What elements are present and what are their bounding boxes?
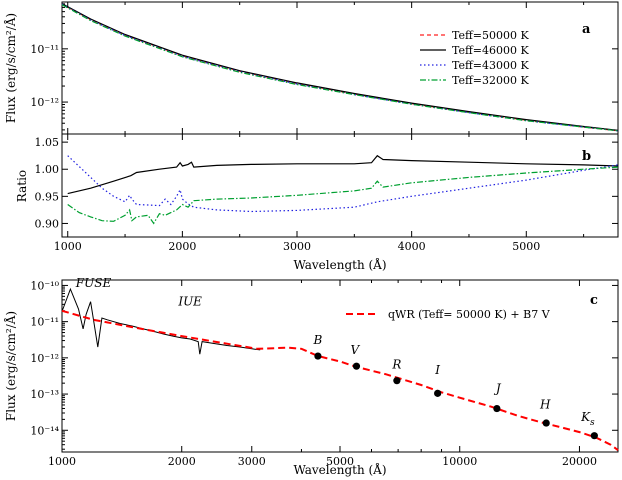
panel-a-legend-label: Teff=43000 K — [452, 59, 530, 72]
panel-a-letter: a — [582, 22, 591, 37]
panel-c-series — [61, 287, 619, 451]
panel-b-xlabel: Wavelength (Å) — [293, 257, 386, 272]
panel-a-ytick-label: 10⁻¹¹ — [30, 43, 59, 56]
panel-c-xtick-label: 3000 — [238, 455, 266, 468]
panel-c-photometry-point — [393, 377, 401, 385]
panel-b-xtick-label: 3000 — [283, 240, 311, 253]
panel-a-legend-label: Teff=46000 K — [452, 44, 530, 57]
panel-c-band-label: I — [434, 363, 440, 377]
panel-c-band-label: V — [351, 343, 361, 357]
panel-a-legend-label: Teff=50000 K — [452, 29, 530, 42]
panel-b-series-line — [67, 166, 619, 225]
panel-c-band-label: B — [313, 333, 323, 347]
panel-c-photometry-point — [493, 404, 501, 413]
panel-c-band-label: J — [493, 381, 502, 395]
panel-c-band-labels: FUSE IUE B V R I J H Ks — [75, 276, 595, 428]
panel-c-ticks: 1000 2000 3000 5000 10000 20000 10⁻¹⁰ 10⁻¹¹ 10⁻¹… — [30, 279, 618, 468]
panel-c-photometry — [314, 352, 598, 440]
panel-b-ytick-label: 1.05 — [35, 136, 60, 149]
panel-a-ytick-label: 10⁻¹² — [30, 96, 59, 109]
panel-b-ytick-label: 1.00 — [35, 163, 60, 176]
panel-c-xtick-label: 1000 — [48, 455, 76, 468]
panel-b-series-line — [67, 154, 619, 195]
panel-b-xtick-label: 1000 — [54, 240, 82, 253]
panel-c-ytick-label: 10⁻¹² — [30, 352, 59, 365]
panel-a-series-line — [61, 3, 619, 132]
panel-a-series-line — [61, 4, 619, 132]
panel-c-ytick-label: 10⁻¹³ — [30, 388, 59, 401]
panel-c-photometry-point — [542, 419, 550, 427]
panel-c-photometry-point — [314, 352, 322, 360]
panel-a-frame — [61, 1, 619, 135]
panel-a-legend-label: Teff=32000 K — [452, 74, 530, 87]
panel-c-xtick-label: 20000 — [562, 455, 597, 468]
panel-c-xtick-label: 2000 — [168, 455, 196, 468]
panel-c-xlabel: Wavelength (Å) — [293, 462, 386, 477]
panel-c-letter: c — [590, 293, 598, 308]
panel-c-photometry-point — [434, 389, 442, 397]
panel-a-ylabel: Flux (erg/s/cm²/Å) — [3, 13, 18, 123]
panel-a-series-line — [61, 3, 619, 131]
panel-c-ytick-label: 10⁻¹⁰ — [30, 279, 59, 292]
panel-c-band-label-sub: s — [590, 418, 595, 428]
panel-a-legend: Teff=50000 K Teff=46000 K Teff=43000 K Teff… — [420, 29, 530, 87]
panel-c-ylabel: Flux (erg/s/cm²/Å) — [3, 311, 18, 421]
panel-a-ticks: 10⁻¹¹ 10⁻¹² — [30, 2, 618, 134]
panel-c-band-label: Ks — [580, 410, 595, 428]
panel-b-ytick-label: 0.90 — [35, 217, 60, 230]
panel-b-ticks: 1000 2000 3000 4000 5000 0.90 0.95 1.00 1.05 — [35, 134, 618, 253]
panel-c-photometry-point — [352, 362, 361, 370]
panel-c-band-label: IUE — [177, 294, 202, 308]
panel-b-series — [67, 154, 619, 225]
panel-b-frame — [61, 133, 619, 238]
panel-c-legend-label: qWR (Teff= 50000 K) + B7 V — [388, 308, 551, 321]
panel-b-xtick-label: 5000 — [512, 240, 540, 253]
panel-c: 1000 2000 3000 5000 10000 20000 10⁻¹⁰ 10⁻¹¹ 10⁻¹… — [3, 276, 619, 477]
panel-a-series — [61, 3, 619, 132]
panel-c-band-label: FUSE — [75, 276, 112, 290]
panel-c-ytick-label: 10⁻¹⁴ — [30, 424, 59, 437]
panel-b-ylabel: Ratio — [15, 170, 29, 202]
panel-c-ytick-label: 10⁻¹¹ — [30, 316, 59, 329]
panel-c-xtick-label: 10000 — [442, 455, 477, 468]
panel-b-xtick-label: 4000 — [398, 240, 426, 253]
panel-a-series-line — [61, 3, 619, 132]
panel-b: 1000 2000 3000 4000 5000 0.90 0.95 1.00 1.05 b R… — [15, 133, 619, 272]
panel-c-band-label: R — [391, 358, 401, 372]
panel-c-legend: qWR (Teff= 50000 K) + B7 V — [346, 308, 551, 321]
panel-c-photometry-point — [590, 432, 598, 440]
panel-b-ytick-label: 0.95 — [35, 190, 60, 203]
panel-c-model-line — [61, 309, 619, 451]
panel-b-letter: b — [582, 149, 591, 164]
panel-c-frame — [61, 279, 619, 453]
panel-b-xtick-label: 2000 — [168, 240, 196, 253]
panel-c-band-label: H — [539, 398, 551, 412]
panel-c-xtick-label: 5000 — [326, 455, 354, 468]
